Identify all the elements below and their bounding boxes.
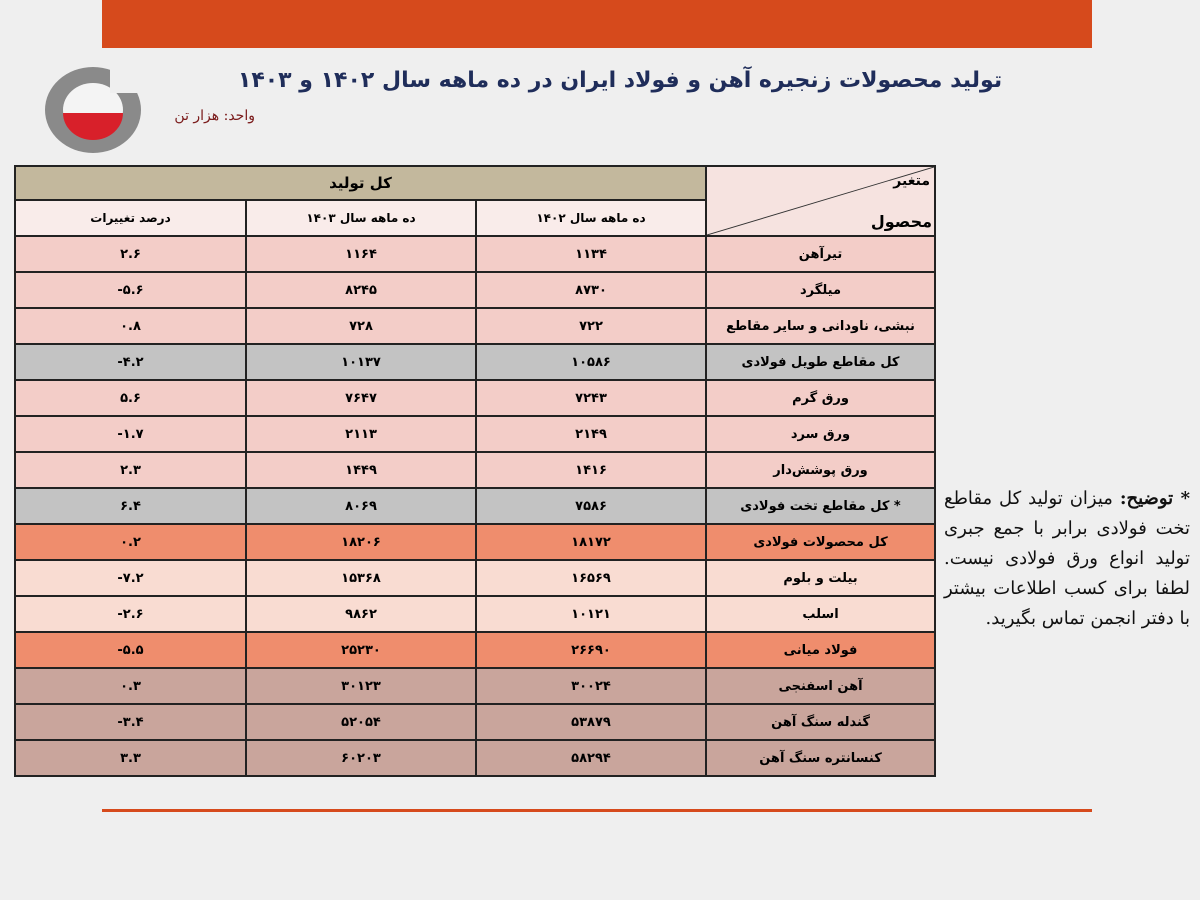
value-1403: ۱۴۴۹ [245, 451, 478, 489]
value-1402: ۱۴۱۶ [475, 451, 708, 489]
product-name: اسلب [705, 595, 937, 633]
value-1402: ۱۸۱۷۲ [475, 523, 708, 561]
percent-change: ۰.۳ [13, 667, 248, 705]
product-name: ورق سرد [705, 415, 937, 453]
percent-change: ۲.۳ [13, 451, 248, 489]
value-1402: ۵۳۸۷۹ [475, 703, 708, 741]
product-name: کل محصولات فولادی [705, 523, 937, 561]
corner-product-label: محصول [870, 212, 933, 231]
top-accent-bar [102, 0, 1092, 48]
unit-label: واحد: هزار تن [174, 108, 255, 124]
product-name: کل مقاطع طویل فولادی [705, 343, 937, 381]
value-1403: ۱۱۶۴ [245, 235, 478, 273]
value-1403: ۱۰۱۳۷ [245, 343, 478, 381]
product-name: ورق گرم [705, 379, 937, 417]
footnote-text: میزان تولید کل مقاطع تخت فولادی برابر با… [944, 488, 1190, 629]
corner-header: متغیر محصول [705, 165, 937, 237]
percent-change: -۱.۷ [13, 415, 248, 453]
value-1402: ۱۱۳۴ [475, 235, 708, 273]
table-row: فولاد میانی ۲۶۶۹۰ ۲۵۲۳۰ -۵.۵ [13, 631, 937, 669]
product-name: نبشی، ناودانی و سایر مقاطع [705, 307, 937, 345]
production-table: متغیر محصول کل تولید ده ماهه سال ۱۴۰۲ ده… [13, 165, 937, 777]
table-row: گندله سنگ آهن ۵۳۸۷۹ ۵۲۰۵۴ -۳.۴ [13, 703, 937, 741]
product-name: میلگرد [705, 271, 937, 309]
value-1403: ۱۵۳۶۸ [245, 559, 478, 597]
value-1402: ۱۰۱۲۱ [475, 595, 708, 633]
table-row: میلگرد ۸۷۳۰ ۸۲۴۵ -۵.۶ [13, 271, 937, 309]
column-header: ده ماهه سال ۱۴۰۲ [475, 199, 708, 237]
value-1402: ۷۲۲ [475, 307, 708, 345]
percent-change: -۳.۴ [13, 703, 248, 741]
footnote-label: * توضیح: [1119, 488, 1190, 509]
table-row: تیرآهن ۱۱۳۴ ۱۱۶۴ ۲.۶ [13, 235, 937, 273]
percent-change: ۵.۶ [13, 379, 248, 417]
table-row: ورق سرد ۲۱۴۹ ۲۱۱۳ -۱.۷ [13, 415, 937, 453]
table-row: بیلت و بلوم ۱۶۵۶۹ ۱۵۳۶۸ -۷.۲ [13, 559, 937, 597]
group-header: کل تولید [13, 165, 708, 201]
value-1403: ۳۰۱۲۳ [245, 667, 478, 705]
percent-change: ۶.۴ [13, 487, 248, 525]
table-row: * کل مقاطع تخت فولادی ۷۵۸۶ ۸۰۶۹ ۶.۴ [13, 487, 937, 525]
value-1403: ۸۰۶۹ [245, 487, 478, 525]
table-row: ورق گرم ۷۲۴۳ ۷۶۴۷ ۵.۶ [13, 379, 937, 417]
table-row: آهن اسفنجی ۳۰۰۲۴ ۳۰۱۲۳ ۰.۳ [13, 667, 937, 705]
product-name: * کل مقاطع تخت فولادی [705, 487, 937, 525]
product-name: فولاد میانی [705, 631, 937, 669]
value-1402: ۷۵۸۶ [475, 487, 708, 525]
percent-change: ۲.۶ [13, 235, 248, 273]
product-name: ورق پوشش‌دار [705, 451, 937, 489]
percent-change: -۴.۲ [13, 343, 248, 381]
logo [40, 63, 146, 157]
value-1403: ۹۸۶۲ [245, 595, 478, 633]
value-1403: ۲۵۲۳۰ [245, 631, 478, 669]
percent-change: ۰.۲ [13, 523, 248, 561]
product-name: گندله سنگ آهن [705, 703, 937, 741]
table-row: کل مقاطع طویل فولادی ۱۰۵۸۶ ۱۰۱۳۷ -۴.۲ [13, 343, 937, 381]
product-name: بیلت و بلوم [705, 559, 937, 597]
value-1402: ۲۶۶۹۰ [475, 631, 708, 669]
value-1403: ۷۲۸ [245, 307, 478, 345]
table-row: کنسانتره سنگ آهن ۵۸۲۹۴ ۶۰۲۰۳ ۳.۳ [13, 739, 937, 777]
percent-change: -۵.۵ [13, 631, 248, 669]
table-row: نبشی، ناودانی و سایر مقاطع ۷۲۲ ۷۲۸ ۰.۸ [13, 307, 937, 345]
percent-change: -۵.۶ [13, 271, 248, 309]
corner-variable-label: متغیر [893, 173, 931, 189]
percent-change: -۷.۲ [13, 559, 248, 597]
value-1403: ۶۰۲۰۳ [245, 739, 478, 777]
value-1403: ۵۲۰۵۴ [245, 703, 478, 741]
percent-change: ۳.۳ [13, 739, 248, 777]
column-header: درصد تغییرات [13, 199, 248, 237]
value-1403: ۸۲۴۵ [245, 271, 478, 309]
percent-change: -۲.۶ [13, 595, 248, 633]
table-row: کل محصولات فولادی ۱۸۱۷۲ ۱۸۲۰۶ ۰.۲ [13, 523, 937, 561]
table-row: اسلب ۱۰۱۲۱ ۹۸۶۲ -۲.۶ [13, 595, 937, 633]
value-1403: ۱۸۲۰۶ [245, 523, 478, 561]
value-1402: ۷۲۴۳ [475, 379, 708, 417]
value-1402: ۱۰۵۸۶ [475, 343, 708, 381]
value-1402: ۵۸۲۹۴ [475, 739, 708, 777]
value-1402: ۱۶۵۶۹ [475, 559, 708, 597]
value-1403: ۲۱۱۳ [245, 415, 478, 453]
percent-change: ۰.۸ [13, 307, 248, 345]
product-name: تیرآهن [705, 235, 937, 273]
product-name: کنسانتره سنگ آهن [705, 739, 937, 777]
table-row: ورق پوشش‌دار ۱۴۱۶ ۱۴۴۹ ۲.۳ [13, 451, 937, 489]
value-1402: ۳۰۰۲۴ [475, 667, 708, 705]
value-1402: ۲۱۴۹ [475, 415, 708, 453]
value-1403: ۷۶۴۷ [245, 379, 478, 417]
column-header: ده ماهه سال ۱۴۰۳ [245, 199, 478, 237]
product-name: آهن اسفنجی [705, 667, 937, 705]
page-title: تولید محصولات زنجیره آهن و فولاد ایران د… [237, 68, 1003, 93]
value-1402: ۸۷۳۰ [475, 271, 708, 309]
footnote: * توضیح: میزان تولید کل مقاطع تخت فولادی… [944, 484, 1190, 634]
bottom-accent-line [102, 809, 1092, 812]
